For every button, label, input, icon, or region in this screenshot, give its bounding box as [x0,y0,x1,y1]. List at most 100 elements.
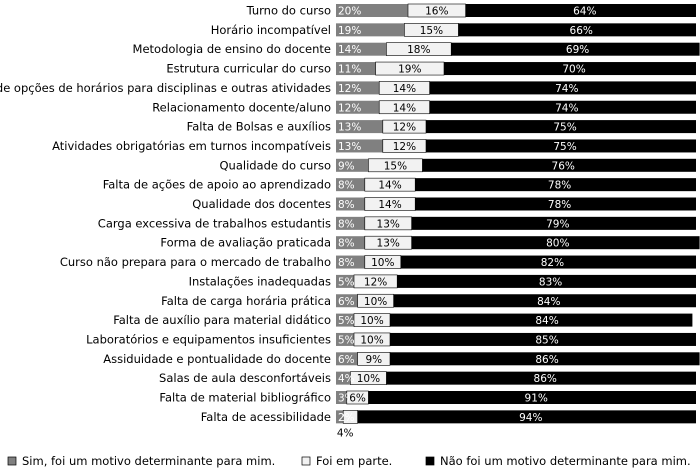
data-label-parte: 16% [425,6,448,18]
data-label-sim: 20% [338,6,361,18]
legend-label: Foi em parte. [316,454,392,468]
data-label-parte: 12% [393,122,416,134]
bar-segment-sim [336,81,380,95]
bar-segment-sim [336,100,380,114]
data-label-parte: 10% [360,315,383,327]
bar-segment-nao [415,197,696,211]
data-label-parte: 13% [377,218,400,230]
data-label-parte: 13% [377,238,400,250]
data-label-nao: 83% [539,276,562,288]
category-label: Salas de aula desconfortáveis [159,371,331,385]
bar-segment-sim [336,255,365,269]
data-label-nao: 86% [535,354,558,366]
bar-segment-sim [336,352,358,366]
bar-segment-nao [357,410,696,424]
bar-segment-sim [336,23,405,37]
data-label-sim: 13% [338,122,361,134]
data-label-parte: 14% [393,83,416,95]
data-label-sim: 12% [338,83,361,95]
category-label: Curso não prepara para o mercado de trab… [60,255,331,269]
data-label-parte: 19% [398,64,421,76]
bar-segment-sim [336,332,354,346]
data-label-sim: 5% [338,315,355,327]
bar-segment-parte [364,177,416,192]
bar-segment-nao [458,23,696,37]
data-label-parte: 12% [393,141,416,153]
bar-segment-parte [364,216,412,231]
bar-segment-nao [451,42,700,56]
category-label: Falta de Bolsas e auxílios [187,120,331,134]
data-label-sim: 14% [338,44,361,56]
data-label-nao: 78% [548,180,571,192]
data-label-parte: 4% [337,427,354,439]
legend-swatch [425,456,435,466]
data-label-nao: 69% [566,44,589,56]
category-label: Qualidade dos docentes [192,197,331,211]
data-label-nao: 86% [534,373,557,385]
data-label-parte: 15% [420,25,443,37]
bar-segment-nao [411,236,700,250]
data-label-nao: 94% [519,412,542,424]
data-label-nao: 75% [553,122,576,134]
data-label-sim: 2% [338,412,355,424]
data-label-sim: 8% [338,199,355,211]
data-label-sim: 5% [338,276,355,288]
bar-segment-nao [368,391,696,404]
bar-segment-nao [415,178,696,192]
bar-segment-sim [336,120,383,134]
data-label-nao: 91% [525,393,548,405]
category-label: Laboratórios e equipamentos insuficiente… [86,332,331,346]
bar-segment-nao [390,313,693,327]
data-label-nao: 74% [555,102,578,114]
category-label: Carga excessiva de trabalhos estudantis [98,216,331,230]
bar-segment-sim [336,391,347,404]
data-label-parte: 18% [407,44,430,56]
data-label-sim: 8% [338,218,355,230]
plot-area: Turno do curso 20% 16% 64% Horário incompatí… [0,4,700,439]
bar-segment-nao [390,352,700,366]
data-label-nao: 64% [573,6,596,18]
category-label: Qualidade do curso [219,158,331,172]
legend-swatch [7,456,17,466]
category-label: Instalações inadequadas [189,274,331,288]
data-label-parte: 10% [371,257,394,269]
data-label-nao: 82% [541,257,564,269]
data-label-sim: 12% [338,102,361,114]
data-label-sim: 4% [338,373,355,385]
bar-segment-nao [411,216,696,230]
bar-segment-parte [364,197,416,211]
bar-segment-sim [336,294,358,308]
data-label-sim: 13% [338,141,361,153]
category-label: Falta de carga horária prática [161,294,331,308]
category-label: Turno do curso [246,4,331,18]
legend-label: Não foi um motivo determinante para mim. [440,454,691,468]
bar-segment-sim [336,371,351,385]
bar-segment-sim [336,410,344,424]
bar-segment-sim [336,178,365,192]
bar-segment-nao [465,4,696,17]
bar-segment-sim [336,197,365,211]
bar-segment-nao [400,255,696,269]
data-label-parte: 10% [357,373,380,385]
legend-swatch [301,456,311,466]
data-label-nao: 76% [552,160,575,172]
bar-segment-nao [429,81,696,95]
data-label-nao: 84% [535,315,558,327]
bar-segment-nao [429,100,696,114]
data-label-sim: 5% [338,334,355,346]
category-label: Relacionamento docente/aluno [152,100,331,114]
category-label: Falta de acessibilidade [201,410,331,424]
data-label-parte: 12% [364,276,387,288]
data-label-nao: 79% [546,218,569,230]
data-label-nao: 66% [570,25,593,37]
legend-label: Sim, foi um motivo determinante para mim… [22,454,275,468]
category-label: Horário incompatível [211,23,331,37]
data-label-sim: 9% [338,160,355,172]
bar-segment-nao [426,139,696,153]
data-label-parte: 14% [378,199,401,211]
data-label-sim: 8% [338,257,355,269]
category-label: Metodologia de ensino do docente [133,42,331,56]
data-label-sim: 11% [338,64,361,76]
bar-segment-sim [336,158,369,172]
